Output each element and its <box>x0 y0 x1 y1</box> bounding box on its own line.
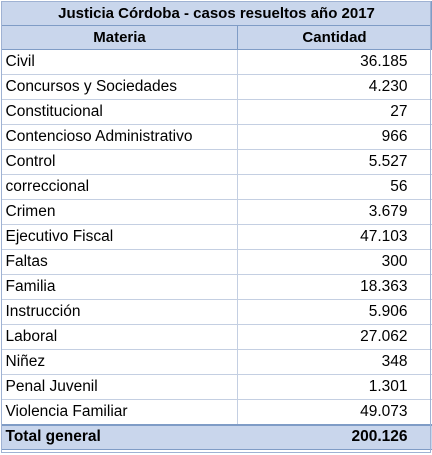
table-row: Laboral 27.062 <box>1 324 432 350</box>
cantidad-cell: 27 <box>237 99 432 125</box>
table-row: Faltas 300 <box>1 249 432 275</box>
cantidad-cell: 3.679 <box>237 199 432 225</box>
cantidad-cell: 4.230 <box>237 74 432 100</box>
table-row: Civil 36.185 <box>1 49 432 75</box>
column-header-row: Materia Cantidad <box>1 25 432 50</box>
cantidad-cell: 966 <box>237 124 432 150</box>
materia-cell: Constitucional <box>1 99 238 125</box>
column-header-materia: Materia <box>1 25 238 50</box>
cantidad-cell: 27.062 <box>237 324 432 350</box>
materia-cell: Control <box>1 149 238 175</box>
cantidad-cell: 18.363 <box>237 274 432 300</box>
cantidad-cell: 5.906 <box>237 299 432 325</box>
materia-cell: Crimen <box>1 199 238 225</box>
materia-cell: Contencioso Administrativo <box>1 124 238 150</box>
table-row: Constitucional 27 <box>1 99 432 125</box>
table-row: Niñez 348 <box>1 349 432 375</box>
cantidad-cell: 49.073 <box>237 399 432 425</box>
cantidad-cell: 47.103 <box>237 224 432 250</box>
materia-cell: Niñez <box>1 349 238 375</box>
cantidad-cell: 1.301 <box>237 374 432 400</box>
table-title-row: Justicia Córdoba - casos resueltos año 2… <box>0 1 432 26</box>
table-row: Ejecutivo Fiscal 47.103 <box>1 224 432 250</box>
cantidad-cell: 300 <box>237 249 432 275</box>
cantidad-cell: 36.185 <box>237 49 432 75</box>
materia-cell: correccional <box>1 174 238 200</box>
cantidad-cell: 5.527 <box>237 149 432 175</box>
total-row: Total general 200.126 <box>1 423 432 450</box>
column-header-cantidad: Cantidad <box>236 25 432 50</box>
table-title: Justicia Córdoba - casos resueltos año 2… <box>0 1 432 26</box>
materia-cell: Faltas <box>1 249 238 275</box>
materia-cell: Ejecutivo Fiscal <box>1 224 238 250</box>
table-row: Penal Juvenil 1.301 <box>1 374 432 400</box>
total-label: Total general <box>1 423 238 450</box>
cantidad-cell: 348 <box>237 349 432 375</box>
table-row: Control 5.527 <box>1 149 432 175</box>
materia-cell: Violencia Familiar <box>1 399 238 425</box>
table-row: Violencia Familiar 49.073 <box>1 399 432 425</box>
materia-cell: Laboral <box>1 324 238 350</box>
table-row: Contencioso Administrativo 966 <box>1 124 432 150</box>
table-row: Concursos y Sociedades 4.230 <box>1 74 432 100</box>
materia-cell: Instrucción <box>1 299 238 325</box>
table-row: Instrucción 5.906 <box>1 299 432 325</box>
total-value: 200.126 <box>237 423 432 450</box>
table-row: correccional 56 <box>1 174 432 200</box>
table-row: Familia 18.363 <box>1 274 432 300</box>
table-row: Crimen 3.679 <box>1 199 432 225</box>
materia-cell: Concursos y Sociedades <box>1 74 238 100</box>
materia-cell: Penal Juvenil <box>1 374 238 400</box>
cantidad-cell: 56 <box>237 174 432 200</box>
materia-cell: Civil <box>1 49 238 75</box>
materia-cell: Familia <box>1 274 238 300</box>
